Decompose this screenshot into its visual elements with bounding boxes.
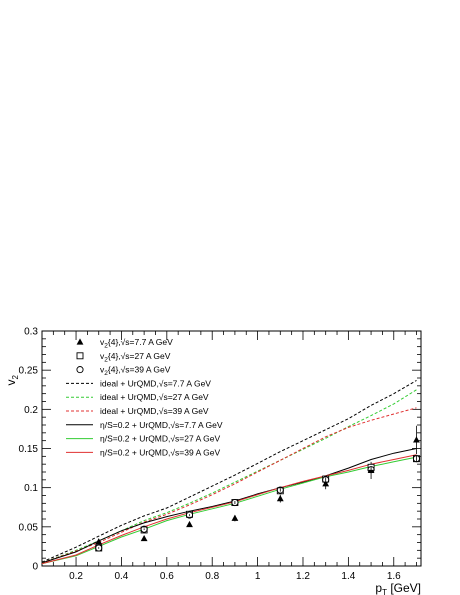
legend-label-prefix: η/S=0.2 + UrQMD,√s=39 A GeV — [100, 447, 221, 457]
legend-label: ideal + UrQMD,√s=27 A GeV — [100, 392, 209, 402]
circle-point — [412, 455, 421, 463]
circle-point — [322, 476, 330, 484]
circle-point — [231, 498, 239, 507]
legend-label-prefix: η/S=0.2 + UrQMD,√s=7.7 A GeV — [100, 420, 223, 430]
legend-marker-square — [76, 352, 84, 360]
legend-label-prefix: ideal + UrQMD,√s=7.7 A GeV — [100, 378, 211, 388]
ideal-curve-0 — [41, 379, 417, 563]
y-tick-label: 0.1 — [24, 483, 38, 494]
axis-titles: pT [GeV] v2 — [4, 374, 421, 595]
y-tick-label: 0.2 — [24, 405, 38, 416]
legend-label: v2{4},√s=39 A GeV — [100, 365, 171, 378]
triangle-point — [186, 520, 193, 528]
circle-point — [140, 525, 148, 533]
circle-point — [367, 466, 375, 474]
legend-label-prefix: ideal + UrQMD,√s=27 A GeV — [100, 392, 209, 402]
x-tick-label: 0.2 — [69, 571, 83, 582]
triangle-point — [95, 538, 103, 545]
legend-label-prefix: v — [100, 351, 105, 361]
x-tick-label: 0.6 — [160, 571, 174, 582]
legend-label-prefix: v — [100, 365, 105, 375]
y-tick-label: 0 — [32, 562, 38, 573]
legend-label: η/S=0.2 + UrQMD,√s=39 A GeV — [100, 447, 221, 457]
y-tick-label: 0.3 — [24, 327, 38, 338]
x-tick-label: 0.8 — [205, 571, 219, 582]
triangle-point — [231, 514, 239, 521]
circle-point — [276, 486, 284, 494]
y-axis-title: v2 — [4, 374, 20, 385]
triangle-point — [276, 495, 284, 502]
legend-label-suffix: {4},√s=39 A GeV — [108, 365, 171, 375]
legend-marker-triangle — [76, 338, 84, 345]
x-axis-title-base: p — [375, 581, 382, 595]
legend-label: v2{4},√s=7.7 A GeV — [100, 337, 173, 350]
y-axis-title-base: v — [4, 379, 18, 385]
x-tick-label: 1 — [255, 571, 261, 582]
circle-point — [95, 544, 103, 552]
axis-ticks: 0.2 0.4 0.6 0.8 1 1.2 1.4 1.6 0 0.05 0.1 0.15 0.2 0.2… — [19, 327, 421, 582]
legend-label: η/S=0.2 + UrQMD,√s=27 A GeV — [100, 434, 221, 444]
y-axis-title-sub: 2 — [11, 374, 20, 379]
legend-label-prefix: ideal + UrQMD,√s=39 A GeV — [100, 406, 209, 416]
x-tick-label: 0.4 — [114, 571, 128, 582]
legend-label-suffix: {4},√s=27 A GeV — [108, 351, 171, 361]
circle-point — [185, 511, 194, 519]
x-tick-label: 1.2 — [296, 571, 310, 582]
x-axis-title-unit: [GeV] — [387, 581, 421, 595]
x-axis-title-sub: T — [382, 588, 387, 595]
x-tick-label: 1.6 — [387, 571, 401, 582]
triangle-point — [413, 436, 420, 443]
legend-label-suffix: {4},√s=7.7 A GeV — [108, 337, 173, 347]
legend-marker-circle — [76, 366, 84, 374]
y-tick-label: 0.25 — [19, 366, 39, 377]
legend-label: ideal + UrQMD,√s=7.7 A GeV — [100, 378, 211, 388]
data-points — [95, 425, 421, 552]
legend-label-prefix: v — [100, 337, 105, 347]
x-tick-label: 1.4 — [341, 571, 355, 582]
legend-label-subscript: 2 — [104, 343, 108, 350]
y-tick-label: 0.05 — [19, 522, 39, 533]
x-axis-title: pT [GeV] — [375, 581, 421, 595]
legend-label-subscript: 2 — [104, 370, 108, 377]
legend-label-subscript: 2 — [104, 356, 108, 363]
triangle-point — [140, 534, 148, 542]
legend-label: v2{4},√s=27 A GeV — [100, 351, 171, 364]
legend-label-prefix: η/S=0.2 + UrQMD,√s=27 A GeV — [100, 434, 221, 444]
legend-label: ideal + UrQMD,√s=39 A GeV — [100, 406, 209, 416]
y-tick-label: 0.15 — [19, 444, 39, 455]
ideal-curve-2 — [41, 407, 417, 564]
legend-label: η/S=0.2 + UrQMD,√s=7.7 A GeV — [100, 420, 223, 430]
